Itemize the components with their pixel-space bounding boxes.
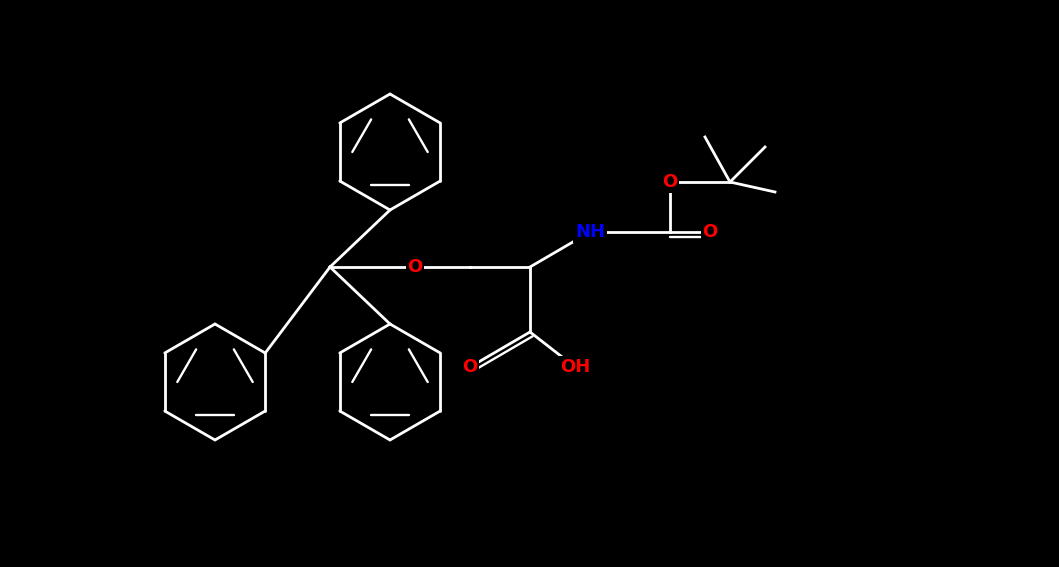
Text: O: O	[702, 223, 718, 241]
Text: O: O	[463, 358, 478, 376]
Text: O: O	[662, 173, 678, 191]
Text: NH: NH	[575, 223, 605, 241]
Text: O: O	[408, 258, 423, 276]
Text: OH: OH	[560, 358, 590, 376]
